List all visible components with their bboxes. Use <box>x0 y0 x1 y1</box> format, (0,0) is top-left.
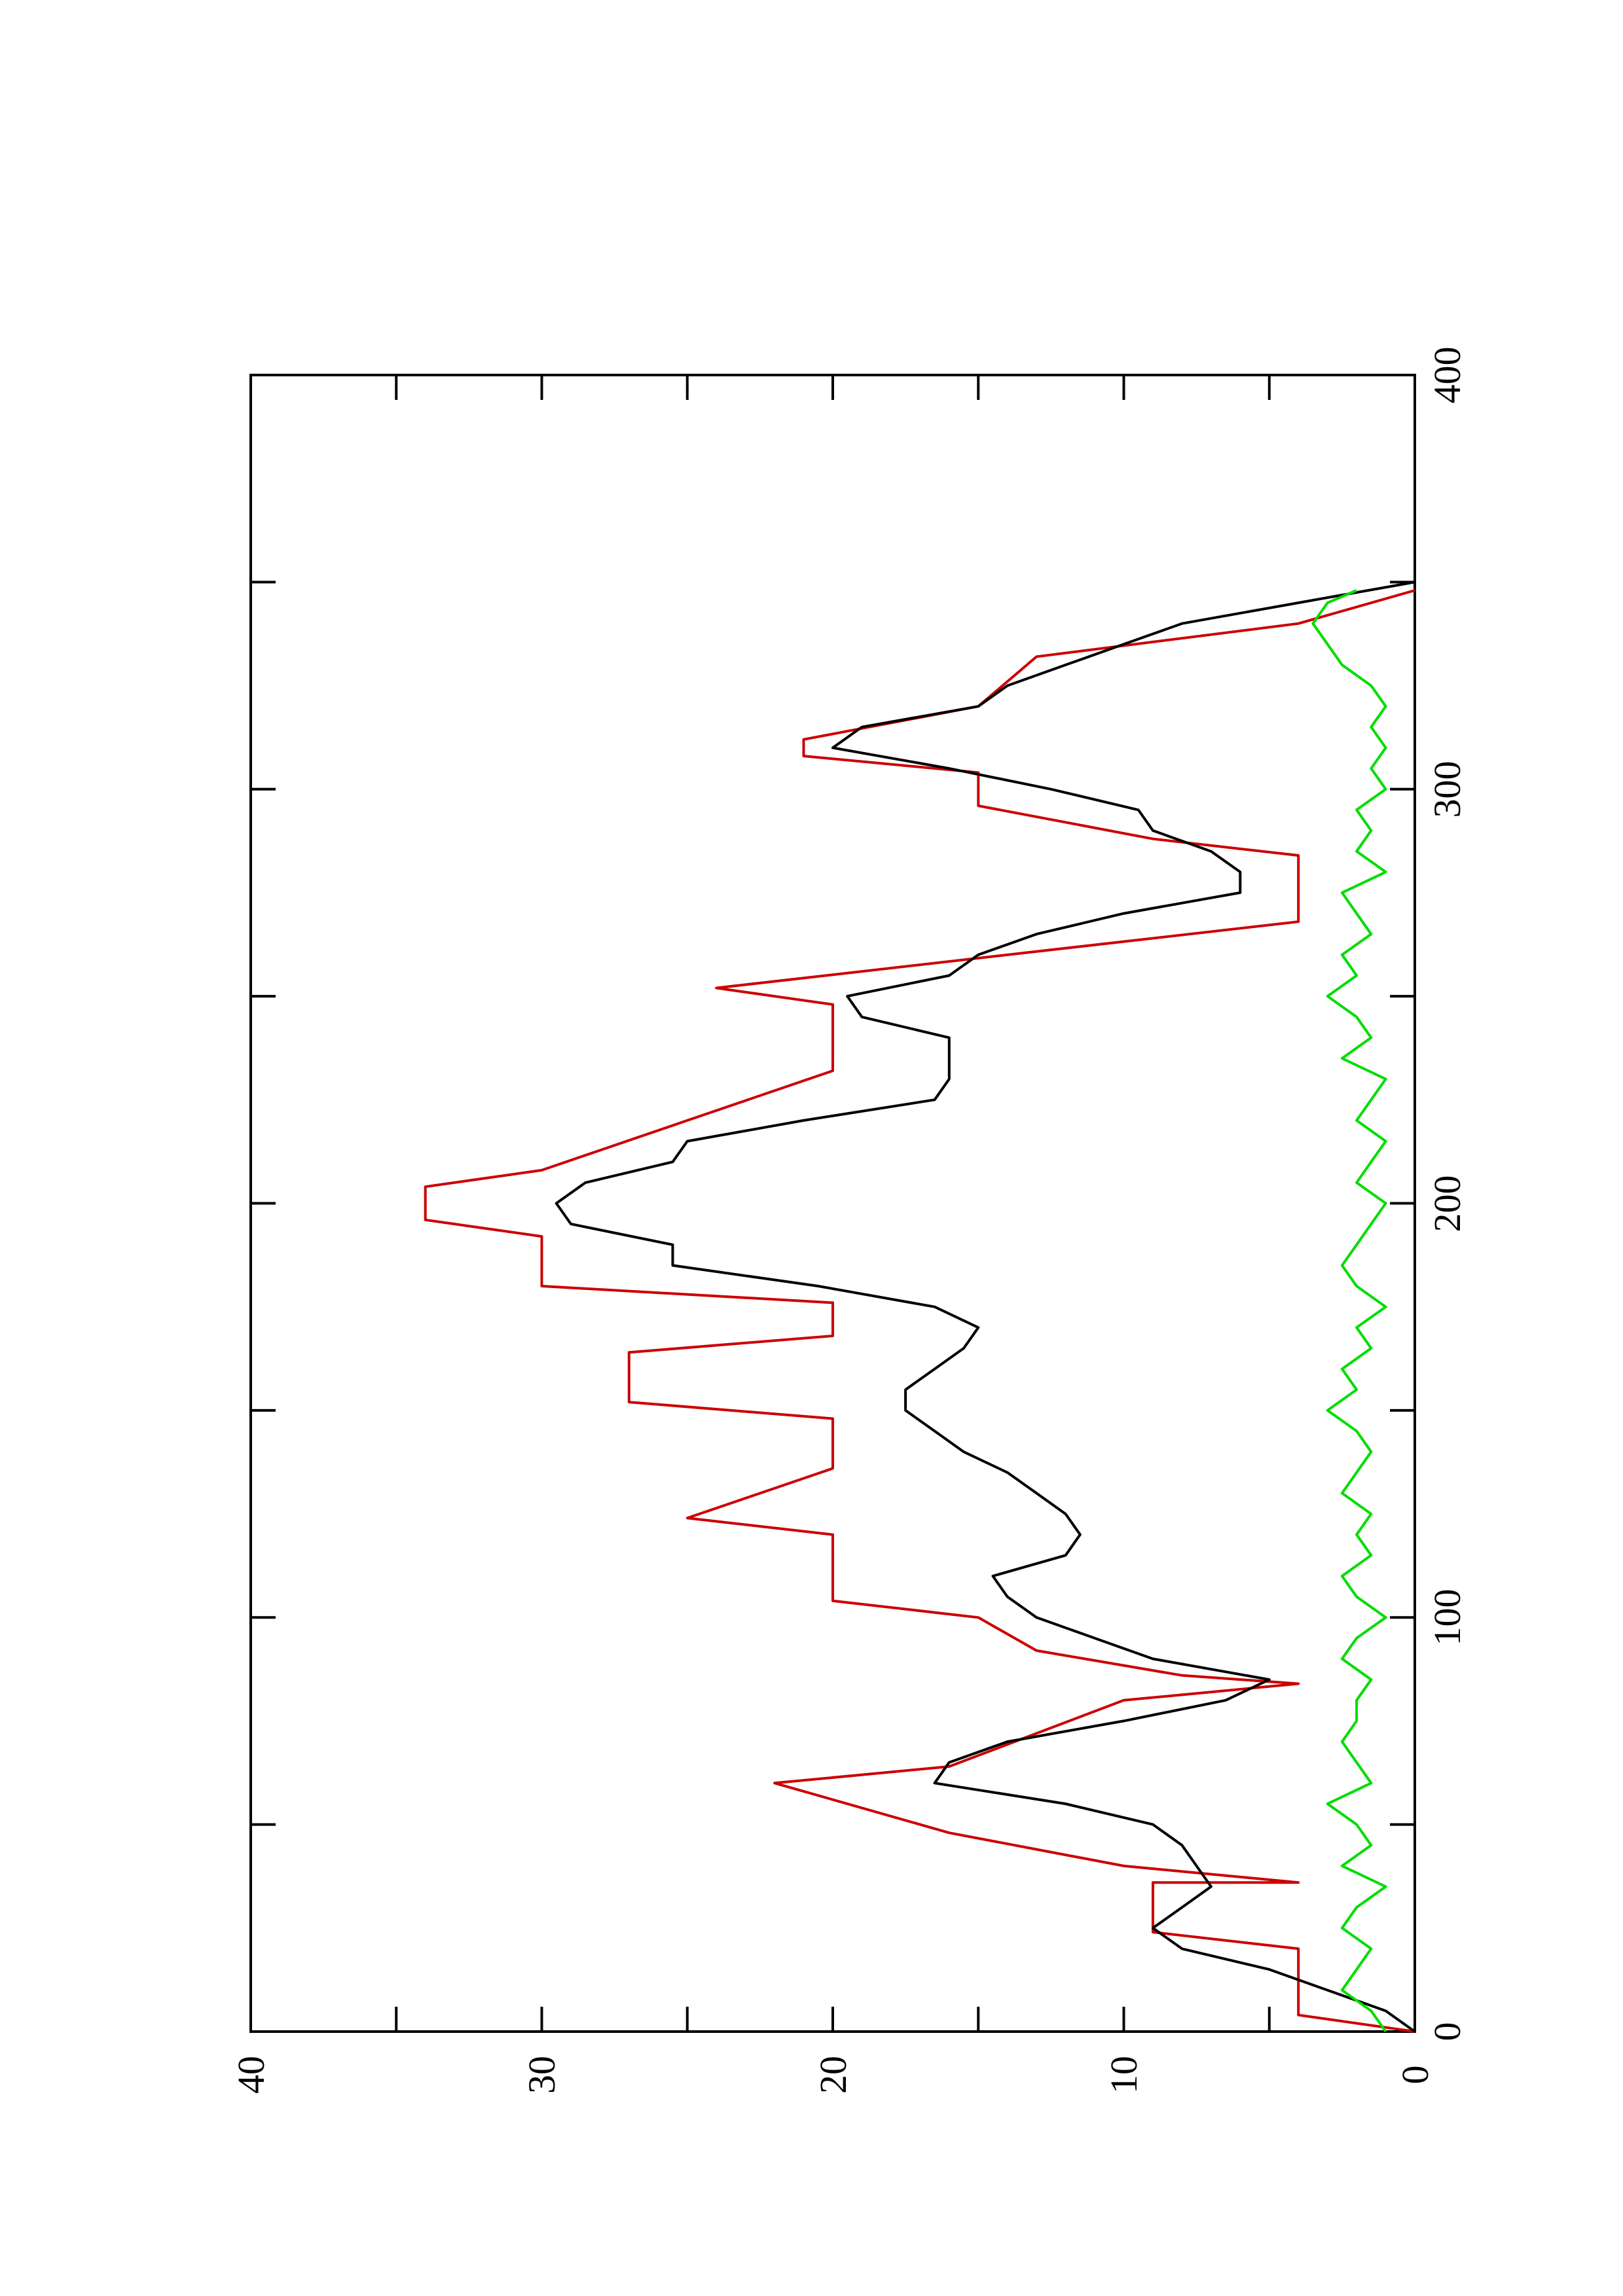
series-line-2 <box>1311 589 1387 2033</box>
series-layer <box>424 581 1416 2033</box>
x-tick-label-300: 300 <box>1426 761 1468 818</box>
x-tick-label-200: 200 <box>1426 1175 1468 1232</box>
x-tick-label-100: 100 <box>1426 1589 1468 1646</box>
series-line-1 <box>555 581 1416 2033</box>
y-tick-label-20: 20 <box>812 2056 854 2094</box>
y-tick-label-10: 10 <box>1103 2056 1145 2094</box>
y-tick-label-0: 0 <box>1394 2066 1436 2085</box>
y-tick-label-30: 30 <box>520 2056 563 2094</box>
x-tick-label-0: 0 <box>1426 2022 1468 2041</box>
series-line-0 <box>424 589 1415 2033</box>
axis-ticks <box>249 374 1416 2033</box>
tick-labels: 0 10 20 30 40 0 100 200 300 400 <box>230 347 1468 2094</box>
x-tick-label-400: 400 <box>1426 347 1468 404</box>
y-tick-label-40: 40 <box>230 2056 272 2094</box>
